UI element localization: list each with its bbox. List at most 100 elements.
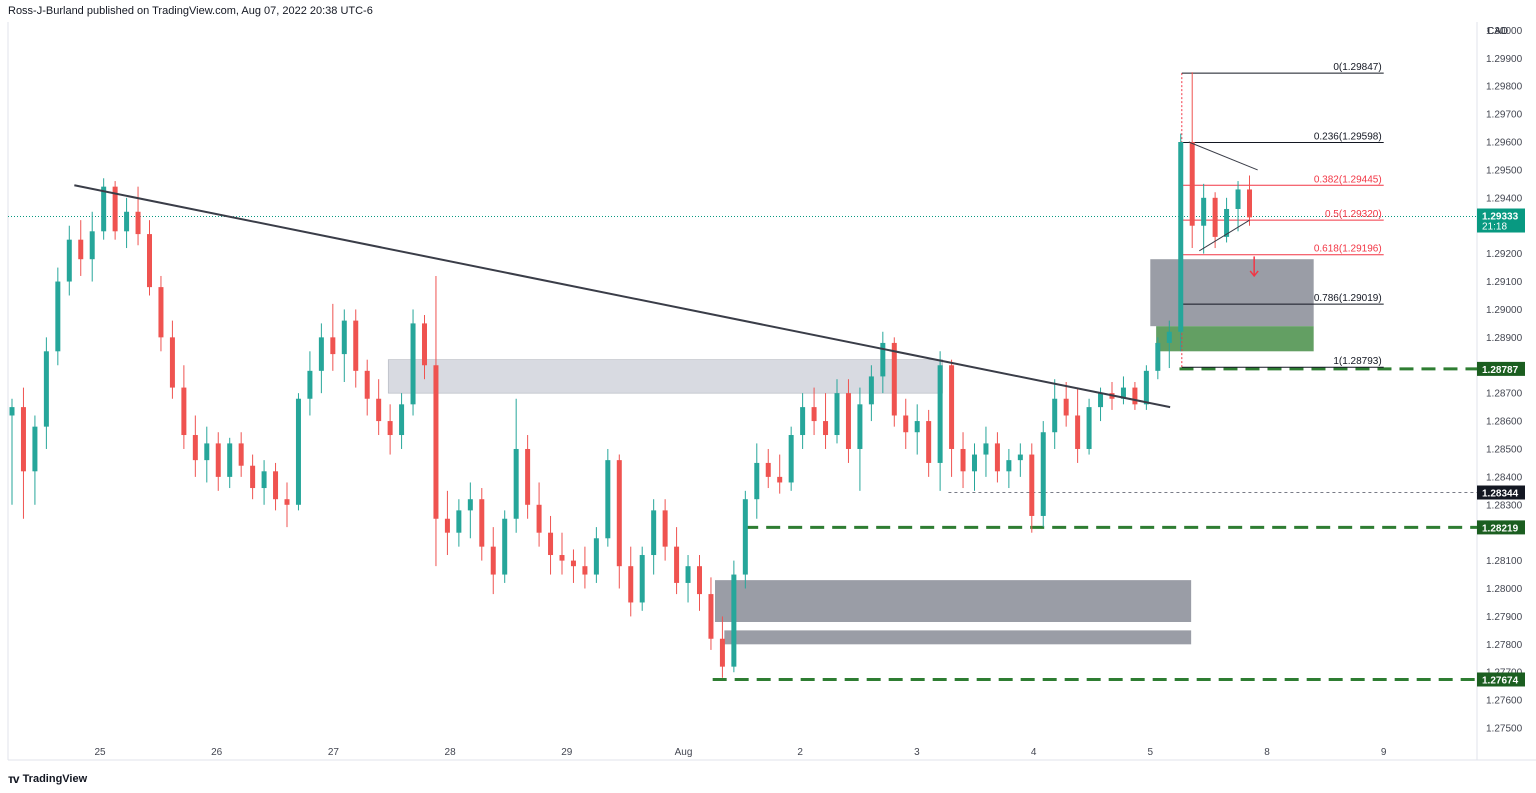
candle-body-46[interactable] — [536, 504, 542, 533]
candle-body-95[interactable] — [1098, 393, 1104, 408]
candle-body-87[interactable] — [1006, 460, 1012, 472]
candle-body-49[interactable] — [570, 560, 576, 567]
candle-body-55[interactable] — [639, 555, 645, 603]
zone-rectangle-1[interactable] — [1150, 259, 1314, 327]
candle-body-37[interactable] — [433, 365, 439, 519]
candle-body-3[interactable] — [43, 351, 49, 427]
candle-body-52[interactable] — [605, 460, 611, 539]
candle-body-59[interactable] — [685, 566, 691, 583]
candle-body-41[interactable] — [479, 499, 485, 547]
candle-body-29[interactable] — [341, 320, 347, 355]
candle-body-16[interactable] — [192, 435, 198, 461]
candle-body-7[interactable] — [89, 231, 95, 260]
candle-body-71[interactable] — [823, 421, 829, 436]
candle-body-25[interactable] — [295, 398, 301, 505]
candle-body-73[interactable] — [845, 393, 851, 449]
zone-rectangle-0[interactable] — [387, 359, 943, 394]
candle-body-69[interactable] — [800, 407, 806, 436]
candle-body-54[interactable] — [628, 566, 634, 603]
candle-body-90[interactable] — [1040, 432, 1046, 516]
candle-body-60[interactable] — [696, 566, 702, 595]
candle-body-9[interactable] — [112, 186, 118, 232]
candle-body-81[interactable] — [937, 365, 943, 463]
candle-body-11[interactable] — [135, 211, 141, 235]
candle-body-104[interactable] — [1201, 197, 1207, 226]
candle-body-107[interactable] — [1235, 189, 1241, 209]
candle-body-26[interactable] — [307, 370, 313, 399]
candle-body-58[interactable] — [674, 546, 680, 583]
candle-body-79[interactable] — [914, 421, 920, 433]
candle-body-67[interactable] — [777, 476, 783, 483]
candle-body-34[interactable] — [399, 404, 405, 436]
candle-body-62[interactable] — [719, 638, 725, 667]
candle-body-63[interactable] — [731, 574, 737, 667]
candle-body-36[interactable] — [421, 323, 427, 366]
candle-body-14[interactable] — [169, 337, 175, 388]
candle-body-35[interactable] — [410, 323, 416, 405]
candle-body-68[interactable] — [788, 435, 794, 483]
candle-body-19[interactable] — [227, 443, 233, 477]
candle-body-53[interactable] — [616, 460, 622, 567]
candle-body-80[interactable] — [926, 421, 932, 463]
candle-body-51[interactable] — [593, 538, 599, 575]
candle-body-89[interactable] — [1029, 454, 1035, 516]
candle-body-6[interactable] — [78, 239, 84, 260]
candle-body-2[interactable] — [32, 426, 38, 472]
candle-body-76[interactable] — [880, 342, 886, 377]
candle-body-78[interactable] — [903, 415, 909, 433]
candle-body-10[interactable] — [124, 211, 130, 232]
candle-body-108[interactable] — [1246, 189, 1252, 218]
candle-body-27[interactable] — [318, 337, 324, 371]
candle-body-0[interactable] — [9, 407, 15, 416]
candle-body-18[interactable] — [215, 443, 221, 477]
candle-body-45[interactable] — [525, 448, 531, 505]
candle-body-22[interactable] — [261, 471, 267, 489]
candle-body-28[interactable] — [330, 337, 336, 355]
candle-body-21[interactable] — [250, 465, 256, 489]
candle-body-56[interactable] — [651, 510, 657, 556]
candle-body-23[interactable] — [273, 471, 279, 500]
descending-trendline[interactable] — [74, 184, 1171, 409]
candle-body-88[interactable] — [1017, 454, 1023, 461]
candle-body-72[interactable] — [834, 393, 840, 436]
candle-body-61[interactable] — [708, 594, 714, 639]
candle-body-86[interactable] — [994, 443, 1000, 472]
candle-body-13[interactable] — [158, 287, 164, 338]
candle-body-83[interactable] — [960, 448, 966, 472]
candle-body-101[interactable] — [1166, 331, 1172, 343]
candle-body-24[interactable] — [284, 499, 290, 505]
candle-body-70[interactable] — [811, 407, 817, 422]
triangle-lower-line[interactable] — [1199, 219, 1250, 252]
candle-body-66[interactable] — [765, 462, 771, 477]
candle-body-92[interactable] — [1063, 398, 1069, 416]
candle-body-30[interactable] — [353, 320, 359, 371]
candle-body-33[interactable] — [387, 421, 393, 436]
candle-body-100[interactable] — [1155, 342, 1161, 371]
candle-body-4[interactable] — [55, 281, 61, 352]
candle-body-82[interactable] — [949, 365, 955, 449]
candle-body-8[interactable] — [101, 186, 107, 232]
candle-body-32[interactable] — [376, 398, 382, 422]
candle-body-31[interactable] — [364, 370, 370, 399]
candle-body-84[interactable] — [971, 454, 977, 472]
candle-body-48[interactable] — [559, 555, 565, 561]
candle-body-105[interactable] — [1212, 197, 1218, 237]
candle-body-65[interactable] — [754, 462, 760, 500]
candle-body-64[interactable] — [742, 499, 748, 575]
candle-body-12[interactable] — [146, 234, 152, 288]
candle-body-91[interactable] — [1052, 398, 1058, 433]
candle-body-75[interactable] — [868, 376, 874, 405]
candle-body-99[interactable] — [1143, 370, 1149, 405]
candle-body-102[interactable] — [1178, 142, 1184, 332]
tradingview-logo[interactable]: ᴛᴠ TradingView — [8, 772, 87, 786]
candle-body-40[interactable] — [467, 499, 473, 511]
candle-body-50[interactable] — [582, 566, 588, 575]
zone-rectangle-4[interactable] — [724, 630, 1192, 645]
candle-body-1[interactable] — [20, 407, 26, 472]
candle-body-39[interactable] — [456, 510, 462, 533]
candle-body-42[interactable] — [490, 546, 496, 575]
candle-body-97[interactable] — [1120, 387, 1126, 399]
candle-body-74[interactable] — [857, 404, 863, 449]
candle-body-106[interactable] — [1224, 208, 1230, 237]
